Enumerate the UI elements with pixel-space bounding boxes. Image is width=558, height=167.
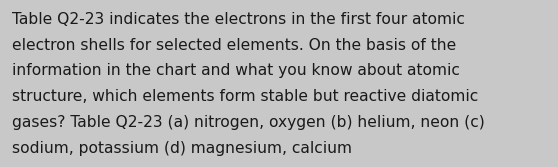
Text: Table Q2-23 indicates the electrons in the first four atomic: Table Q2-23 indicates the electrons in t…	[12, 12, 465, 27]
Text: information in the chart and what you know about atomic: information in the chart and what you kn…	[12, 63, 460, 78]
Text: sodium, potassium (d) magnesium, calcium: sodium, potassium (d) magnesium, calcium	[12, 141, 352, 156]
Text: electron shells for selected elements. On the basis of the: electron shells for selected elements. O…	[12, 38, 456, 53]
Text: gases? Table Q2-23 (a) nitrogen, oxygen (b) helium, neon (c): gases? Table Q2-23 (a) nitrogen, oxygen …	[12, 115, 485, 130]
Text: structure, which elements form stable but reactive diatomic: structure, which elements form stable bu…	[12, 89, 479, 104]
